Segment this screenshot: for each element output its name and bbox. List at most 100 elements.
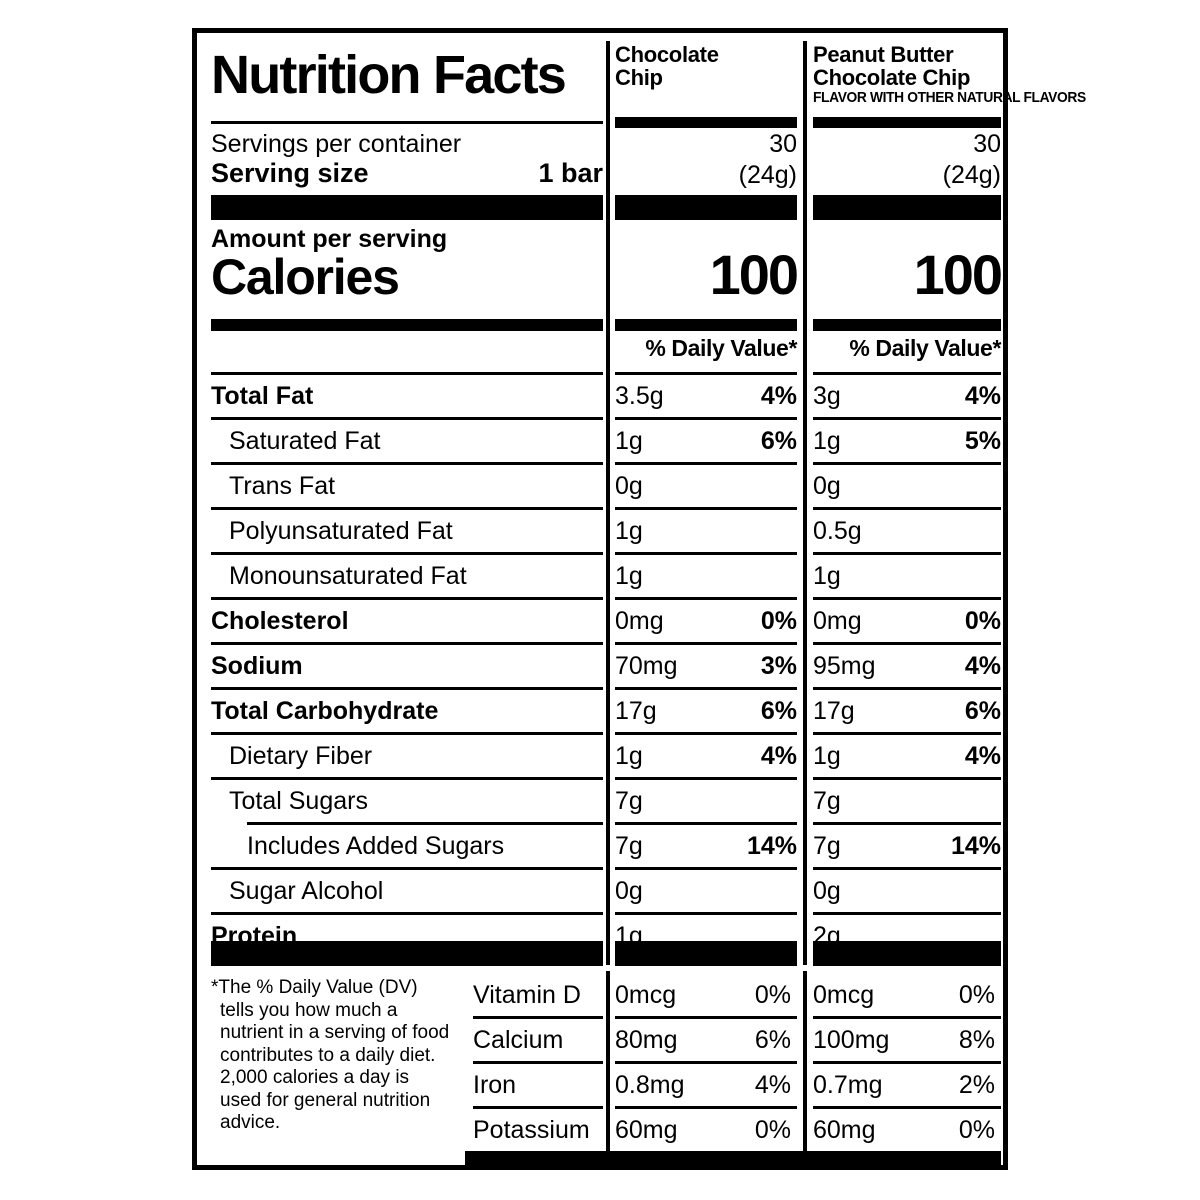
- nutrient-label: Saturated Fat: [229, 427, 381, 455]
- row-rule-a: [615, 687, 797, 690]
- vitamin-value-row: 0.8mg 4%: [615, 1061, 797, 1106]
- row-rule-a: [615, 732, 797, 735]
- nutrient-dv-b: 4%: [964, 742, 1001, 770]
- nutrient-amount-b: 0g: [813, 472, 841, 500]
- vitamin-value-row: 0mcg 0%: [813, 971, 1001, 1016]
- servings-per-container-label: Servings per container: [211, 130, 462, 158]
- nutrient-amount-a: 1g: [615, 427, 643, 455]
- row-rule-b: [813, 417, 1001, 420]
- row-rule-b: [813, 732, 1001, 735]
- row-rule-a: [615, 552, 797, 555]
- nutrient-dv-a: 0%: [760, 607, 797, 635]
- column-header-chocolate-chip: Chocolate Chip: [615, 43, 797, 89]
- vitamin-rule: [813, 1061, 1001, 1064]
- vitamin-rule: [615, 1061, 797, 1064]
- row-rule-a: [615, 867, 797, 870]
- vitamin-label: Calcium: [473, 1026, 564, 1054]
- nutrient-dv-b: 4%: [964, 652, 1001, 680]
- vitamin-label: Potassium: [473, 1116, 590, 1144]
- panel-bottom-bar: [465, 1151, 1001, 1165]
- serving-size-label: Serving size: [211, 158, 369, 188]
- vitamin-row: Calcium: [465, 1016, 603, 1061]
- nutrient-amount-b: 95mg: [813, 652, 876, 680]
- calories-rule-left: [211, 319, 603, 331]
- nutrient-amount-a: 0mg: [615, 607, 664, 635]
- nutrient-row: Total Sugars 7g 7g: [197, 777, 1003, 822]
- vitamin-amount-b: 0mcg: [813, 981, 875, 1009]
- nutrient-amount-b: 7g: [813, 832, 841, 860]
- nutrient-amount-a: 1g: [615, 517, 643, 545]
- row-rule-b: [813, 597, 1001, 600]
- column-b-serving-values: 30 (24g): [813, 129, 1001, 191]
- nutrient-label: Polyunsaturated Fat: [229, 517, 453, 545]
- protein-bottom-bar-left: [211, 941, 603, 966]
- nutrient-label: Total Carbohydrate: [211, 697, 439, 725]
- column-divider-1-lower: [606, 971, 610, 1161]
- column-b-flavor-note: FLAVOR WITH OTHER NATURAL FLAVORS: [813, 89, 1086, 106]
- nutrient-dv-b: 4%: [964, 382, 1001, 410]
- row-rule-left: [247, 822, 603, 825]
- vitamin-dv-b: 0%: [958, 1116, 995, 1144]
- row-rule-left: [211, 507, 603, 510]
- nutrient-dv-a: 4%: [760, 742, 797, 770]
- nutrient-amount-b: 0g: [813, 877, 841, 905]
- nutrient-row: Sugar Alcohol 0g 0g: [197, 867, 1003, 912]
- row-rule-left: [211, 417, 603, 420]
- vitamin-values-column-b: 0mcg 0% 100mg 8% 0.7mg 2% 60mg 0%: [813, 971, 1001, 1151]
- row-rule-left: [211, 867, 603, 870]
- vitamin-labels: Vitamin D Calcium Iron Potassium: [465, 971, 603, 1151]
- nutrient-amount-a: 7g: [615, 832, 643, 860]
- nutrient-amount-b: 17g: [813, 697, 855, 725]
- nutrient-dv-a: 3%: [760, 652, 797, 680]
- vitamin-dv-a: 6%: [754, 1026, 791, 1054]
- row-rule-a: [615, 822, 797, 825]
- amount-per-serving-label: Amount per serving: [211, 225, 448, 253]
- nutrient-dv-a: 6%: [760, 427, 797, 455]
- nutrient-row: Includes Added Sugars 7g 7g 14% 14%: [197, 822, 1003, 867]
- vitamin-rule: [813, 1016, 1001, 1019]
- vitamin-amount-b: 60mg: [813, 1116, 876, 1144]
- vitamin-amount-a: 60mg: [615, 1116, 678, 1144]
- vitamin-dv-b: 0%: [958, 981, 995, 1009]
- nutrient-amount-b: 3g: [813, 382, 841, 410]
- vitamin-label: Vitamin D: [473, 981, 581, 1009]
- nutrient-label: Cholesterol: [211, 607, 349, 635]
- serving-size-row: Serving size 1 bar: [211, 157, 603, 189]
- vitamin-label: Iron: [473, 1071, 517, 1099]
- vitamin-value-row: 100mg 8%: [813, 1016, 1001, 1061]
- column-a-serving-weight: (24g): [738, 161, 797, 189]
- nutrient-dv-a: 6%: [760, 697, 797, 725]
- serving-size-value: 1 bar: [538, 158, 603, 188]
- row-rule-b: [813, 867, 1001, 870]
- row-rule-a: [615, 372, 797, 375]
- row-rule-left: [211, 552, 603, 555]
- nutrient-amount-b: 1g: [813, 742, 841, 770]
- nutrient-amount-a: 70mg: [615, 652, 678, 680]
- vitamin-value-row: 60mg 0%: [615, 1106, 797, 1151]
- column-b-servings-per-container: 30: [973, 130, 1001, 158]
- vitamin-dv-b: 8%: [958, 1026, 995, 1054]
- title-rule: [211, 121, 603, 124]
- serving-section-bar-left: [211, 195, 603, 220]
- column-divider-2: [803, 41, 807, 965]
- column-b-name-line1: Peanut Butter: [813, 42, 954, 67]
- calories-rule-a: [615, 319, 797, 331]
- nutrient-amount-b: 0mg: [813, 607, 862, 635]
- vitamin-rule: [473, 1016, 603, 1019]
- vitamin-amount-a: 0mcg: [615, 981, 677, 1009]
- vitamin-value-row: 0mcg 0%: [615, 971, 797, 1016]
- nutrient-dv-a: 4%: [760, 382, 797, 410]
- protein-bottom-bar-b: [813, 941, 1001, 966]
- column-a-calories-value: 100: [709, 243, 799, 306]
- serving-section-bar-b: [813, 195, 1001, 220]
- vitamin-dv-b: 2%: [958, 1071, 995, 1099]
- nutrient-label: Dietary Fiber: [229, 742, 373, 770]
- serving-section-bar-a: [615, 195, 797, 220]
- nutrient-amount-b: 1g: [813, 562, 841, 590]
- column-a-header-bar: [615, 117, 797, 128]
- vitamin-rule: [473, 1061, 603, 1064]
- row-rule-a: [615, 912, 797, 915]
- nutrient-label: Includes Added Sugars: [247, 832, 505, 860]
- row-rule-b: [813, 642, 1001, 645]
